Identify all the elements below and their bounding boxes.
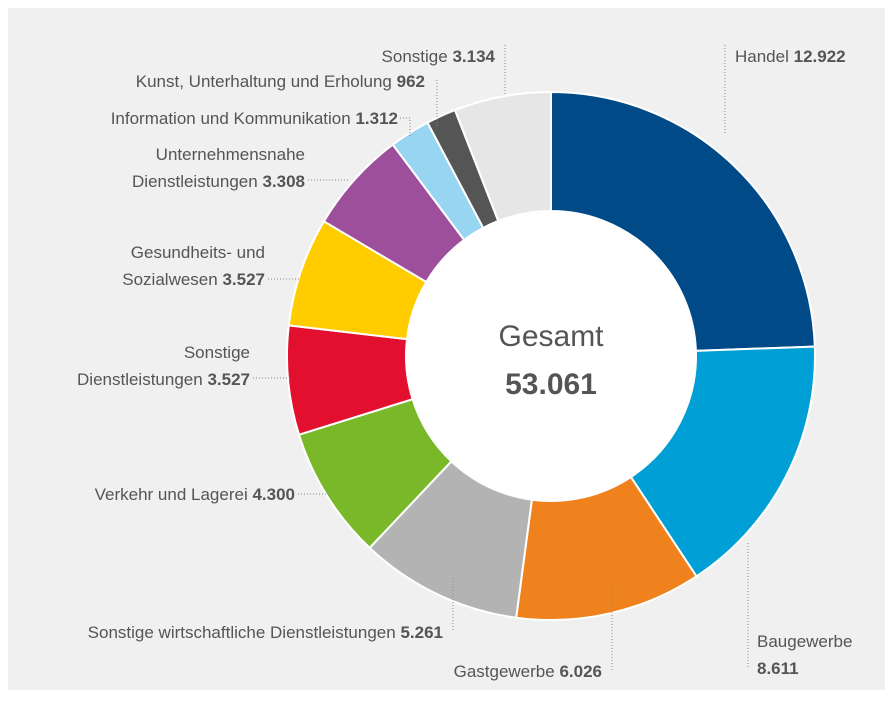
category-name: Sonstige [381,47,448,66]
category-name: Kunst, Unterhaltung und Erholung [135,72,392,91]
category-name: Gastgewerbe [453,662,555,681]
category-name: Information und Kommunikation [110,109,351,128]
slice-label: Baugewerbe 8.611 [757,628,867,682]
value-label: 3.527 [222,270,265,289]
value-label: 12.922 [793,47,846,66]
leader-lines [253,45,749,670]
slice [453,90,552,223]
value-label: 3.527 [207,370,250,389]
donut-chart: Gesamt 53.061 [253,45,816,670]
category-name: Baugewerbe [757,632,853,651]
chart: Gesamt 53.061 Handel 12.922 Baugewerbe 8.… [8,8,885,690]
leader-line [400,117,411,138]
slice-label: Gesundheits- und Sozialwesen 3.527 [105,239,265,293]
value-label: 6.026 [559,662,602,681]
slice-label: Unternehmensnahe Dienstleistungen 3.308 [105,141,305,195]
slice-label: Sonstige wirtschaftliche Dienstleistunge… [88,619,443,646]
slice-label: Verkehr und Lagerei 4.300 [95,481,295,508]
value-label: 3.134 [452,47,495,66]
center-total: 53.061 [505,368,597,401]
slice-label: Sonstige Dienstleistungen 3.527 [58,339,250,393]
slices [286,90,816,621]
slice [550,90,816,352]
center-title: Gesamt [498,320,604,353]
value-label: 4.300 [252,485,295,504]
slice-label: Kunst, Unterhaltung und Erholung 962 [136,68,425,95]
category-name: Verkehr und Lagerei [94,485,248,504]
category-name: Sonstige Dienstleistungen [77,343,250,389]
donut-hole [407,212,695,500]
slice-label: Sonstige 3.134 [382,43,495,70]
value-label: 8.611 [757,659,799,678]
category-name: Handel [735,47,789,66]
value-label: 1.312 [355,109,398,128]
slice-label: Gastgewerbe 6.026 [454,658,602,685]
value-label: 3.308 [262,172,305,191]
value-label: 5.261 [400,623,443,642]
slice-label: Information und Kommunikation 1.312 [111,105,398,132]
category-name: Sonstige wirtschaftliche Dienstleistunge… [87,623,396,642]
slice [629,345,816,578]
slice-label: Handel 12.922 [735,43,846,70]
value-label: 962 [396,72,425,91]
category-name: Unternehmensnahe Dienstleistungen [132,145,305,191]
category-name: Gesundheits- und Sozialwesen [122,243,265,289]
